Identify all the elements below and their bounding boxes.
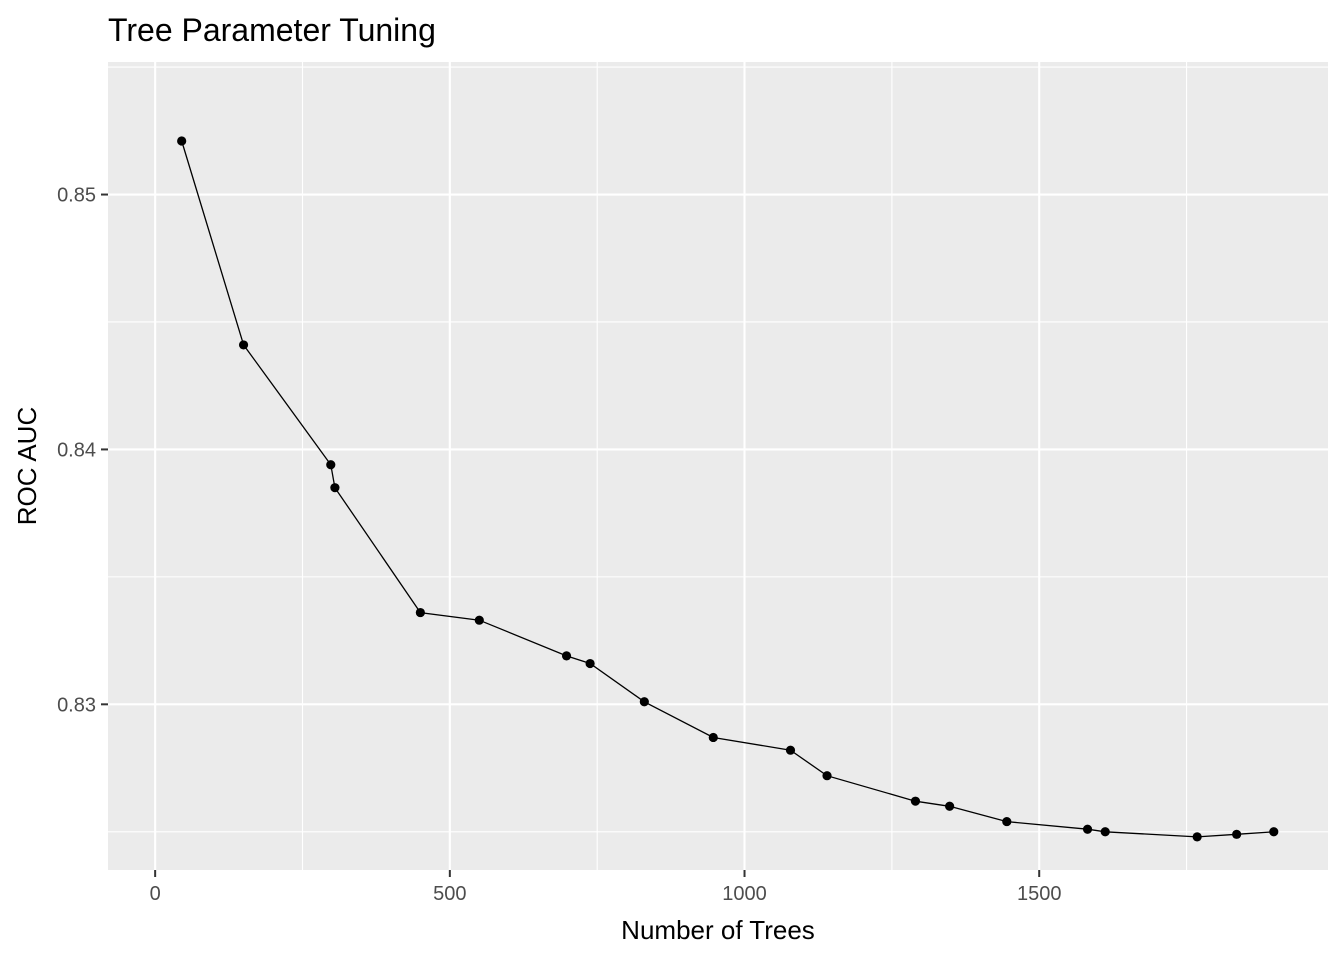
y-tick-label: 0.85 (57, 185, 96, 207)
data-point (1002, 816, 1012, 827)
data-point (177, 136, 187, 146)
data-point (561, 651, 572, 661)
data-point (326, 460, 336, 470)
x-tick-label: 500 (433, 883, 466, 905)
data-point (1232, 829, 1242, 839)
data-point (639, 697, 649, 707)
data-point (585, 658, 595, 669)
plot-panel (108, 62, 1328, 870)
data-point (945, 801, 955, 811)
x-tick-label: 1000 (722, 883, 767, 905)
data-point (1082, 824, 1093, 834)
data-point (238, 340, 249, 350)
y-tick-label: 0.83 (57, 694, 96, 716)
chart-title: Tree Parameter Tuning (108, 12, 436, 48)
data-point (910, 796, 921, 806)
data-point (785, 745, 796, 755)
y-tick-label: 0.84 (57, 439, 96, 461)
data-point (1192, 832, 1202, 842)
data-point (474, 615, 484, 625)
x-tick-label: 0 (150, 883, 161, 905)
data-point (330, 483, 340, 493)
data-point (822, 771, 832, 781)
data-point (415, 607, 425, 618)
series-layer (177, 136, 1279, 842)
y-axis-title: ROC AUC (12, 407, 42, 525)
data-point (1269, 827, 1279, 837)
x-axis-title: Number of Trees (621, 915, 815, 945)
axis-layer: 0 500 1000 1500 0.83 0.84 0.85 (57, 185, 1061, 905)
grid-layer (108, 62, 1328, 870)
data-point (1100, 827, 1110, 837)
x-tick-label: 1500 (1017, 883, 1062, 905)
data-point (708, 732, 718, 743)
